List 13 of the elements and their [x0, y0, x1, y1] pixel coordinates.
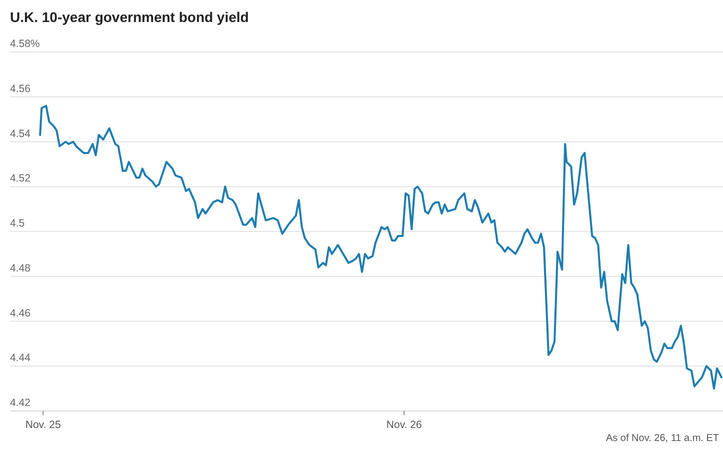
text: As of Nov. 26, 11 a.m. ET — [606, 433, 719, 444]
y-tick-label: 4.52 — [10, 172, 31, 185]
x-tick-label: Nov. 25 — [25, 419, 61, 431]
y-tick-label: 4.48 — [10, 262, 31, 274]
y-tick-label: 4.5 — [10, 218, 25, 230]
y-tick-label: 4.44 — [10, 352, 31, 364]
y-tick-label: 4.58% — [10, 38, 40, 50]
x-tick-label: Nov. 26 — [386, 419, 422, 431]
chart-title: U.K. 10-year government bond yield — [10, 9, 249, 25]
y-tick-label: 4.56 — [10, 82, 31, 95]
y-tick-label: 4.46 — [10, 307, 31, 320]
y-tick-label: 4.42 — [10, 397, 31, 409]
y-tick-label: 4.54 — [10, 128, 31, 140]
